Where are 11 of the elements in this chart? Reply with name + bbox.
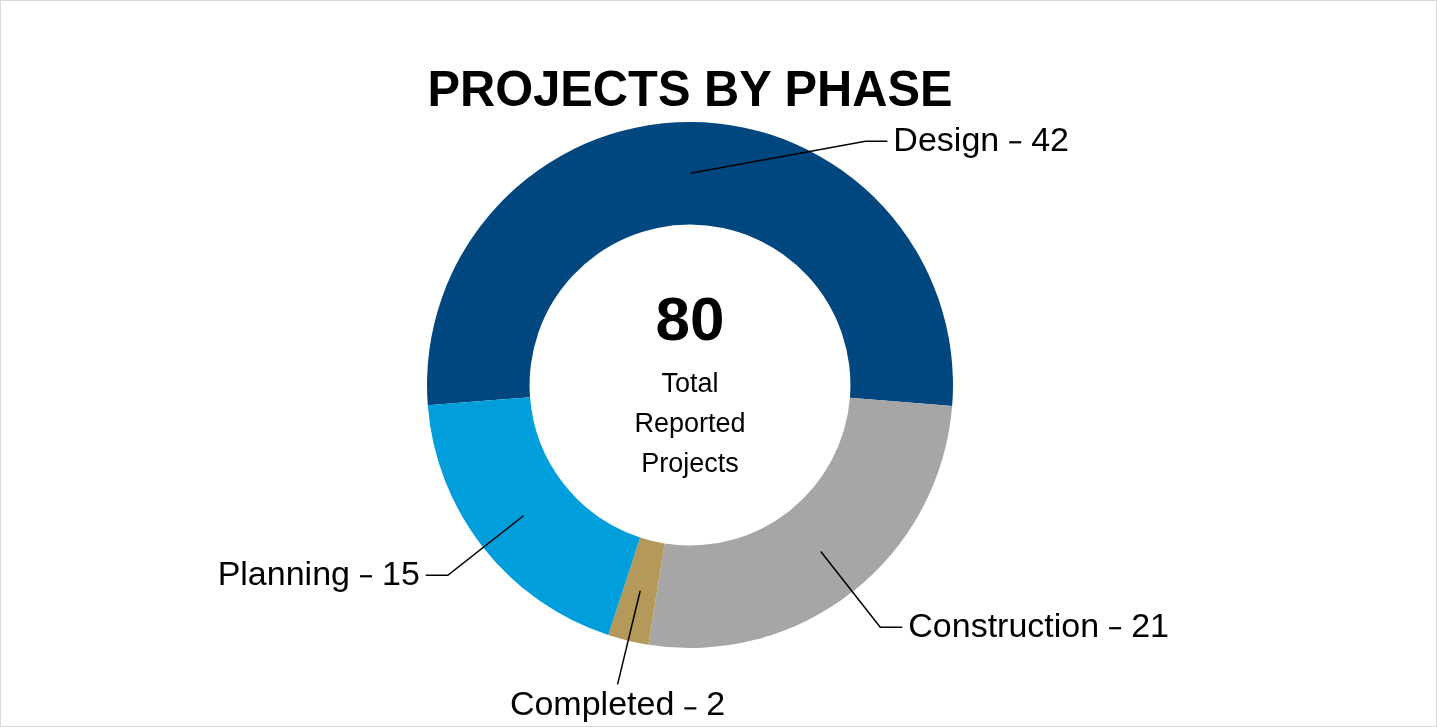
slice-label: Planning — [217, 553, 350, 592]
text: 80 — [655, 284, 725, 354]
data-label: 42 — [1031, 119, 1070, 158]
data-label: 2 — [706, 683, 726, 722]
text: Total Reported Projects — [634, 368, 746, 479]
slice-label: Construction — [908, 605, 1100, 644]
data-label: 21 — [1131, 605, 1169, 644]
chart-title: PROJECTS BY PHASE — [427, 60, 953, 116]
data-label: 15 — [381, 553, 420, 592]
slice-label: Design — [893, 119, 1000, 158]
slice-label: Completed — [509, 683, 675, 722]
